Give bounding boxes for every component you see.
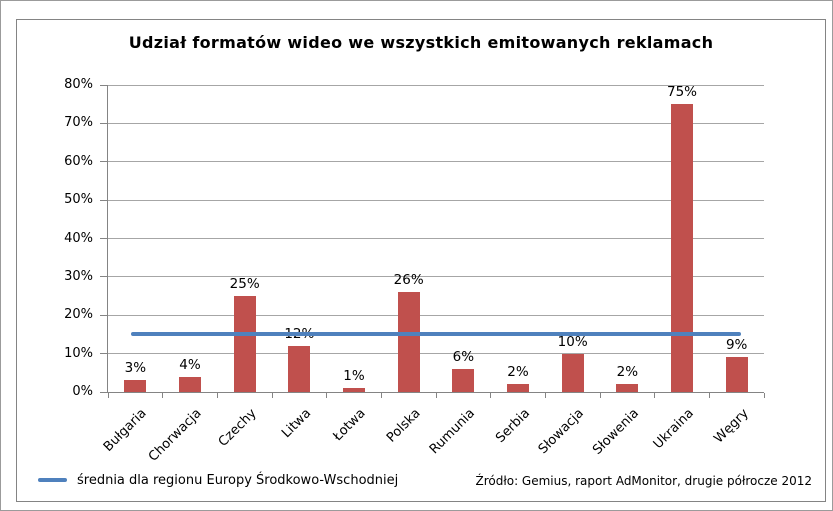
y-axis-tick bbox=[100, 122, 108, 124]
y-axis-tick bbox=[100, 84, 108, 86]
y-axis-tick bbox=[100, 391, 108, 393]
y-axis-tick-label: 10% bbox=[64, 345, 93, 361]
y-axis-tick bbox=[100, 353, 108, 355]
chart-title: Udział formatów wideo we wszystkich emit… bbox=[128, 33, 714, 52]
x-axis-category-label: Serbia bbox=[492, 406, 533, 446]
gridline bbox=[108, 122, 764, 124]
bar bbox=[288, 345, 311, 392]
x-axis-tick bbox=[271, 393, 273, 398]
x-axis-tick bbox=[544, 393, 546, 398]
x-axis-tick bbox=[380, 393, 382, 398]
x-axis-tick bbox=[654, 393, 656, 398]
x-axis-tick bbox=[216, 393, 218, 398]
x-axis-category-label: Polska bbox=[383, 406, 424, 446]
bar-value-label: 75% bbox=[666, 84, 697, 101]
bar bbox=[343, 388, 365, 392]
bar bbox=[233, 296, 256, 392]
bar-value-label: 2% bbox=[507, 364, 529, 381]
bar-value-label: 6% bbox=[452, 348, 475, 365]
x-axis-tick bbox=[490, 393, 492, 398]
source-note: Źródło: Gemius, raport AdMonitor, drugie… bbox=[475, 474, 812, 488]
gridline bbox=[108, 314, 764, 316]
y-axis-tick-label: 50% bbox=[64, 192, 93, 208]
x-axis-tick bbox=[326, 393, 328, 398]
bar bbox=[561, 353, 584, 392]
plot-area: 3%4%25%12%1%26%6%2%10%2%75%9% bbox=[100, 84, 765, 398]
bar-value-label: 1% bbox=[343, 368, 365, 385]
bar-value-label: 26% bbox=[393, 272, 424, 289]
x-axis-tick bbox=[599, 393, 601, 398]
bar bbox=[725, 357, 748, 392]
x-axis-category-label: Węgry bbox=[710, 406, 752, 447]
x-axis-tick bbox=[763, 393, 765, 398]
legend: średnia dla regionu Europy Środkowo-Wsch… bbox=[38, 471, 398, 489]
y-axis-tick bbox=[100, 276, 108, 278]
y-axis-tick-label: 70% bbox=[64, 115, 93, 131]
bar-value-label: 4% bbox=[179, 356, 201, 373]
gridline bbox=[108, 199, 764, 201]
x-axis-category-label: Litwa bbox=[278, 406, 314, 442]
average-line-swatch-icon bbox=[38, 478, 67, 482]
bar bbox=[616, 384, 639, 392]
y-axis-tick-label: 80% bbox=[64, 77, 93, 92]
x-axis-tick bbox=[162, 393, 164, 398]
y-axis-tick bbox=[100, 238, 108, 239]
x-axis-tick bbox=[708, 393, 710, 398]
y-axis-tick bbox=[100, 161, 108, 163]
bar bbox=[124, 380, 147, 392]
x-axis-category-label: Łotwa bbox=[330, 406, 369, 445]
x-axis-tick bbox=[435, 393, 437, 398]
x-axis-category-label: Czechy bbox=[215, 406, 260, 450]
bar-value-label: 3% bbox=[124, 360, 147, 377]
average-line bbox=[131, 332, 741, 337]
y-axis-tick-label: 20% bbox=[64, 307, 93, 323]
bar-value-label: 2% bbox=[616, 364, 639, 381]
bar bbox=[452, 368, 475, 392]
y-axis-labels: 0% 10% 20% 30% 40% 50% 60% 70% 80% bbox=[17, 77, 93, 399]
gridline bbox=[108, 84, 764, 86]
x-axis-category-label: Słowenia bbox=[590, 406, 642, 458]
y-axis-tick-label: 30% bbox=[64, 268, 93, 284]
bar bbox=[671, 104, 693, 392]
bar-value-label: 25% bbox=[229, 276, 260, 293]
y-axis-tick bbox=[100, 314, 108, 316]
gridline bbox=[108, 238, 764, 239]
x-axis-category-label: Rumunia bbox=[426, 406, 478, 458]
y-axis-tick-label: 40% bbox=[64, 230, 93, 246]
bar-value-label: 9% bbox=[725, 337, 748, 354]
x-axis-tick bbox=[107, 393, 109, 398]
y-axis-tick-label: 0% bbox=[72, 384, 93, 399]
x-axis-category-label: Ukraina bbox=[650, 406, 697, 453]
bar bbox=[179, 376, 201, 392]
bar bbox=[507, 384, 529, 392]
gridline bbox=[108, 161, 764, 163]
bar bbox=[397, 292, 420, 392]
chart-frame: Udział formatów wideo we wszystkich emit… bbox=[16, 19, 826, 502]
x-axis-category-label: Bułgaria bbox=[101, 406, 150, 455]
x-axis-category-label: Słowacja bbox=[536, 406, 588, 458]
legend-label: średnia dla regionu Europy Środkowo-Wsch… bbox=[77, 472, 399, 488]
bar-value-label: 10% bbox=[557, 333, 588, 350]
x-axis-category-label: Chorwacja bbox=[145, 406, 205, 465]
x-axis-labels: Bułgaria Chorwacja Czechy Litwa Łotwa Polska R… bbox=[101, 392, 763, 470]
gridline bbox=[108, 276, 764, 278]
y-axis-tick bbox=[100, 199, 108, 201]
gridline bbox=[108, 353, 764, 355]
y-axis-tick-label: 60% bbox=[64, 153, 93, 169]
